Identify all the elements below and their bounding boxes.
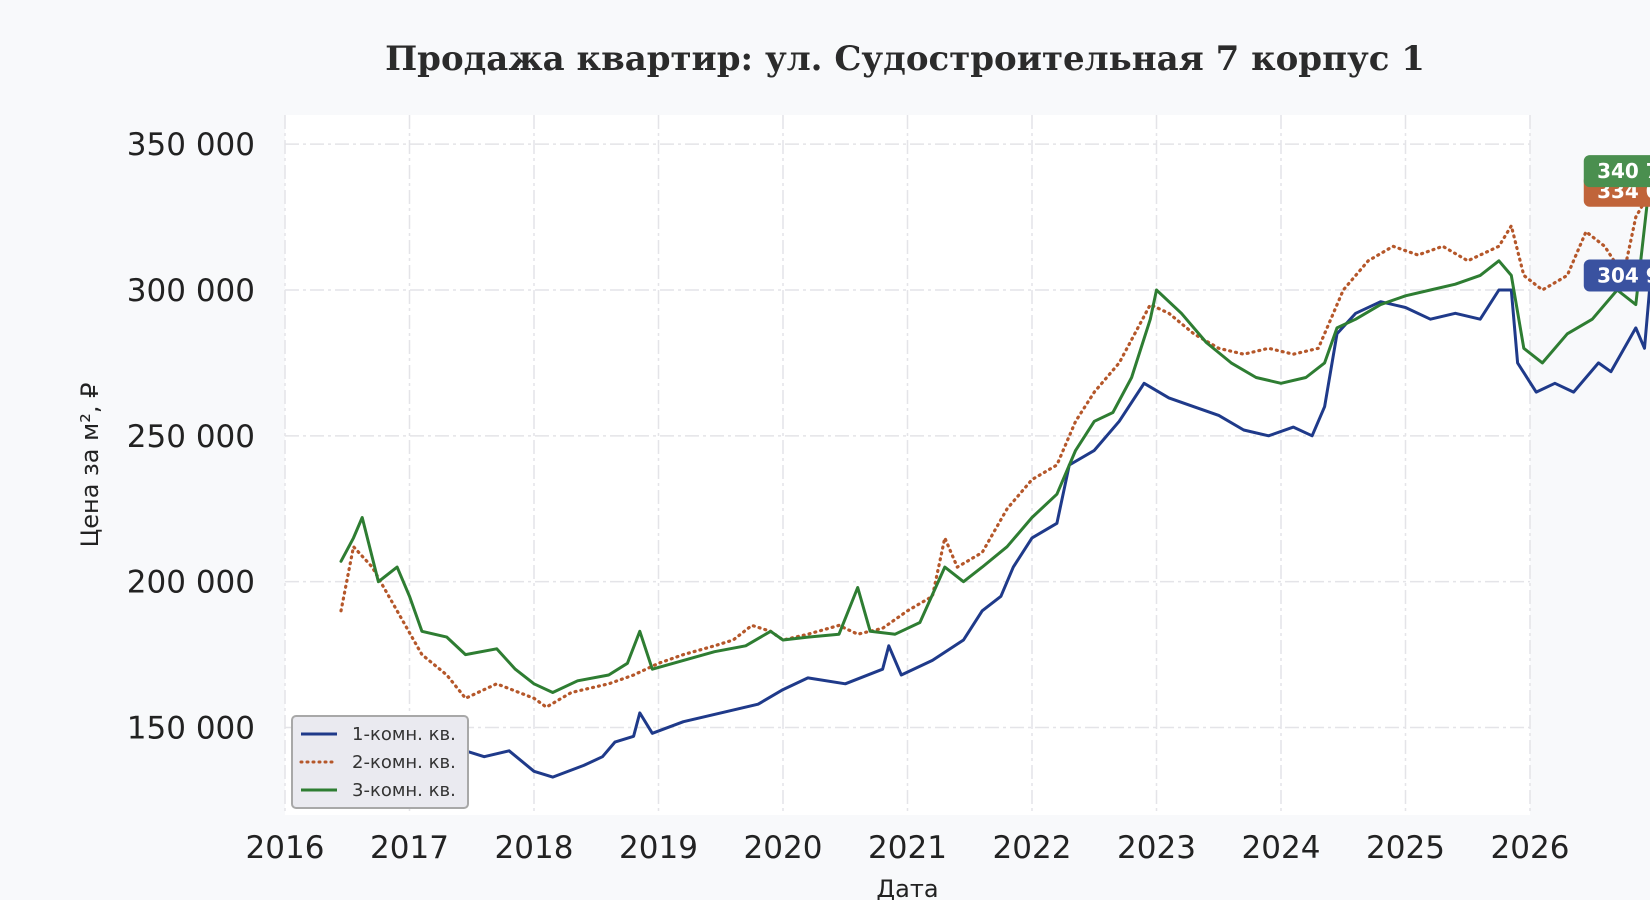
last-value-labels: 304 966 ₽334 027 ₽340 762 ₽ [1583,155,1650,292]
last-value-badge [1583,259,1650,292]
x-tick-label: 2016 [246,830,325,866]
legend: 1-комн. кв. 2-комн. кв. 3-комн. кв. [291,715,469,809]
legend-box [291,715,469,809]
x-tick-label: 2021 [868,830,947,866]
x-tick-label: 2024 [1242,830,1321,866]
x-axis-ticks: 2016 2017 2018 2019 2020 2021 2022 2023 2024 2025… [246,830,1570,866]
legend-entry: 1-комн. кв. [352,724,456,745]
y-tick-label: 350 000 [127,127,255,163]
x-tick-label: 2019 [619,830,698,866]
x-tick-label: 2020 [744,830,823,866]
x-tick-label: 2025 [1366,830,1445,866]
legend-entry: 3-комн. кв. [352,780,456,801]
y-axis-label: Цена за м², ₽ [76,383,104,548]
x-tick-label: 2017 [370,830,449,866]
series-line-3 [339,169,1650,694]
y-tick-label: 200 000 [127,565,255,601]
y-tick-label: 150 000 [127,711,255,747]
x-tick-label: 2026 [1491,830,1570,866]
y-tick-label: 250 000 [127,419,255,455]
grid [284,115,1531,815]
x-tick-label: 2022 [993,830,1072,866]
y-tick-label: 300 000 [127,273,255,309]
last-value-badge [1583,155,1650,188]
chart-title: Продажа квартир: ул. Судостроительная 7 … [385,39,1425,79]
last-value-text: 340 762 ₽ [1597,159,1650,183]
series-lines [339,169,1650,779]
series-line-2 [339,189,1650,709]
x-tick-label: 2018 [495,830,574,866]
series-line-1 [339,274,1650,779]
legend-entry: 2-комн. кв. [352,752,456,773]
x-tick-label: 2023 [1117,830,1196,866]
y-axis-ticks: 150 000 200 000 250 000 300 000 350 000 [127,127,255,746]
last-value-text: 304 966 ₽ [1597,264,1650,288]
x-axis-label: Дата [876,875,938,900]
